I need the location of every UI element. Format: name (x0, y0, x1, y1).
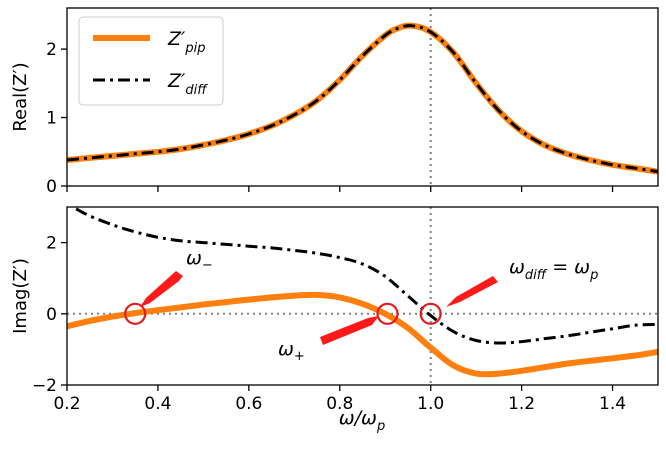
arrow-omega-plus (320, 316, 379, 345)
legend: Z′pip Z′diff (78, 16, 224, 106)
top-ytick-label: 1 (46, 109, 57, 129)
omega-minus-marker (124, 302, 147, 325)
bottom-markers (124, 302, 442, 325)
omega-diff-marker (419, 302, 442, 325)
top-ylabel: Real(Z′) (10, 62, 31, 131)
bottom-panel: −2 0 2 0.2 0.4 0.6 0.8 1.0 1.2 1.4 Imag(Z′) ω/ωp… (10, 206, 659, 434)
bottom-xtick-label: 1.4 (599, 394, 626, 414)
bottom-xtick-label: 0.4 (144, 394, 171, 414)
bottom-xtick-label: 0.8 (326, 394, 353, 414)
bottom-ytick-label: 0 (46, 305, 57, 325)
arrow-omega-minus (140, 271, 183, 307)
top-ytick-label: 2 (46, 40, 57, 60)
bottom-xtick-label: 1.0 (417, 394, 444, 414)
bottom-yticks: −2 0 2 (32, 234, 67, 396)
top-panel: 0 1 2 Real(Z′) Z′pip Z′diff (10, 7, 659, 197)
bottom-xtick-label: 1.2 (508, 394, 535, 414)
omega-plus-marker (376, 302, 399, 325)
bottom-axes-frame (66, 206, 659, 386)
top-diff-line (67, 24, 658, 174)
bottom-pip-line (67, 291, 658, 378)
legend-diff-label: Z′diff (167, 70, 208, 98)
bottom-xtick-label: 0.6 (235, 394, 262, 414)
arrow-omega-diff (446, 276, 498, 307)
top-ytick-label: 0 (46, 177, 57, 197)
annotation-omega-plus: ω+ (278, 338, 305, 364)
bottom-diff-line (75, 207, 658, 345)
top-yticks: 0 1 2 (46, 40, 614, 197)
bottom-xtick-label: 0.2 (53, 394, 80, 414)
annotation-arrows (140, 271, 498, 345)
bottom-ytick-label: 2 (46, 234, 57, 254)
bottom-guides (67, 207, 658, 385)
legend-pip-label: Z′pip (167, 28, 205, 56)
top-series (67, 22, 658, 175)
x-axis-label: ω/ωp (339, 407, 386, 434)
bottom-ylabel: Imag(Z′) (10, 258, 31, 334)
top-axes-frame (66, 7, 659, 187)
annotation-omega-diff: ωdiff = ωp (509, 256, 598, 283)
bottom-xticks: 0.2 0.4 0.6 0.8 1.0 1.2 1.4 (53, 385, 626, 414)
bottom-series (67, 207, 658, 378)
bottom-ytick-label: −2 (32, 376, 57, 396)
annotation-omega-minus: ω− (186, 247, 213, 273)
